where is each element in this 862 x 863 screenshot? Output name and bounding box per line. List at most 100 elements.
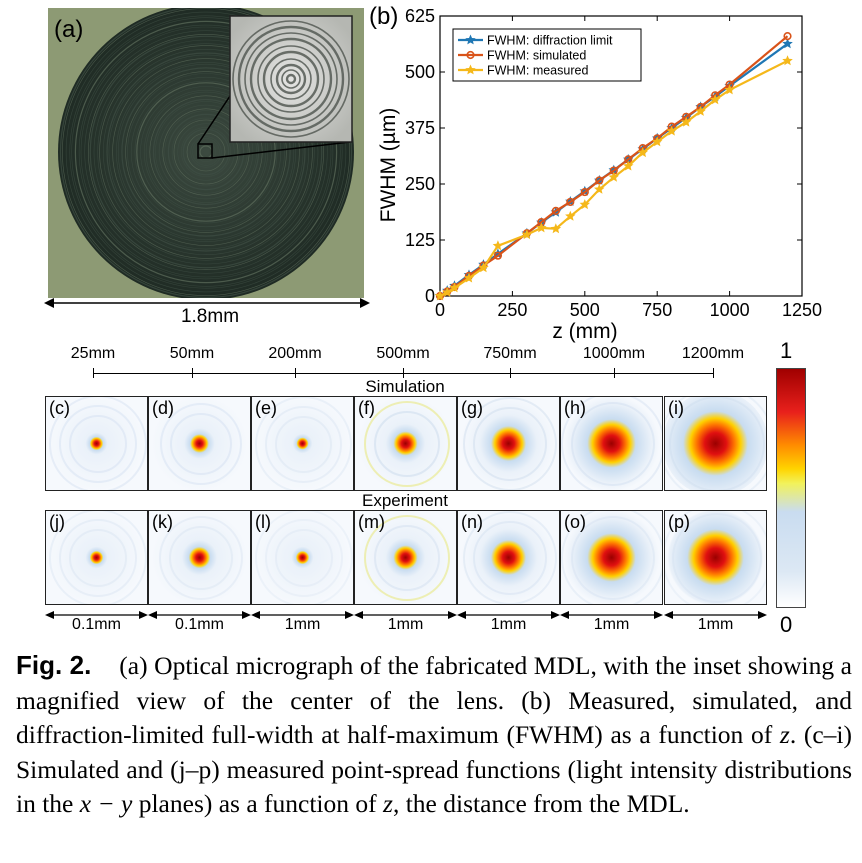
- data-point: [623, 160, 634, 171]
- lens-ring: [182, 128, 230, 176]
- psf-panel-n: (n): [457, 510, 560, 605]
- lens-ring: [84, 30, 328, 274]
- lens-ring: [78, 24, 334, 280]
- distance-label: 50mm: [169, 345, 215, 362]
- data-point: [465, 34, 476, 45]
- psf-ring: [462, 397, 557, 490]
- data-point: [637, 147, 648, 158]
- data-point: [680, 116, 692, 127]
- psf-ring: [48, 511, 147, 604]
- lens-ring: [171, 117, 241, 187]
- caption-text: (a) Optical micrograph of the fabricated…: [16, 651, 852, 749]
- psf-panel-label: (j): [49, 512, 65, 532]
- legend-entry: FWHM: simulated: [487, 49, 586, 63]
- lens-ring: [117, 63, 295, 241]
- psf-scale-arrow: [45, 611, 148, 619]
- chart-ylabel: FWHM (µm): [377, 108, 400, 223]
- y-tick-label: 375: [405, 118, 435, 138]
- lens-ring: [173, 119, 239, 185]
- data-point: [695, 105, 706, 116]
- lens-ring: [74, 20, 338, 284]
- data-point: [463, 272, 475, 283]
- micrograph-panel: (a): [48, 4, 364, 300]
- lens-ring: [108, 54, 304, 250]
- psf-ring: [48, 397, 147, 490]
- psf-panel-f: (f): [354, 396, 457, 491]
- series-star: [434, 55, 793, 301]
- chart-xlabel: z (mm): [552, 320, 617, 343]
- legend-entry: FWHM: diffraction limit: [487, 34, 613, 48]
- caption-z: z: [779, 720, 790, 749]
- data-point: [493, 251, 503, 260]
- lens-ring: [71, 17, 341, 287]
- scale-bar-a: [44, 298, 370, 308]
- psf-panel-label: (e): [255, 398, 277, 418]
- lens-ring: [167, 113, 245, 191]
- psf-panel-i: (i): [664, 396, 767, 491]
- psf-ring: [363, 401, 450, 487]
- psf-ring: [462, 511, 557, 604]
- lens-ring: [192, 138, 220, 166]
- lens-ring: [164, 110, 248, 194]
- caption-text-4: , the distance from the MDL.: [392, 789, 690, 818]
- lens-ring: [97, 43, 315, 261]
- psf-panel-g: (g): [457, 396, 560, 491]
- y-tick-label: 0: [425, 286, 435, 306]
- lens-ring: [103, 49, 309, 255]
- psf-scale-label: 0.1mm: [175, 616, 224, 633]
- legend-box: [452, 28, 642, 82]
- data-point: [565, 210, 576, 221]
- psf-panel-label: (n): [461, 512, 483, 532]
- simulation-title: Simulation: [365, 377, 445, 396]
- psf-panel-label: (k): [152, 512, 173, 532]
- distance-label: 1200mm: [681, 345, 745, 362]
- x-tick-label: 1250: [782, 300, 822, 320]
- psf-ring: [158, 516, 243, 600]
- distance-tick: [713, 368, 714, 378]
- lens-ring: [158, 104, 254, 200]
- lens-ring: [69, 15, 343, 289]
- lens-ring: [140, 86, 272, 218]
- experiment-title: Experiment: [362, 491, 448, 510]
- inset-ring: [244, 32, 338, 126]
- psf-panel-label: (c): [49, 398, 70, 418]
- data-point: [492, 240, 504, 251]
- psf-ring: [363, 515, 450, 601]
- inset-ring: [237, 25, 345, 133]
- data-point: [579, 199, 590, 210]
- psf-panel-m: (m): [354, 510, 457, 605]
- inset-ring: [275, 63, 307, 95]
- caption-fig-label: Fig. 2.: [16, 650, 92, 680]
- zoom-line-bottom: [211, 141, 351, 159]
- distance-tick: [192, 368, 193, 378]
- psf-panel-e: (e): [251, 396, 354, 491]
- chart-series: [434, 32, 793, 301]
- inset-image: [229, 15, 353, 143]
- lens-ring: [155, 101, 257, 203]
- psf-scale-arrow: [251, 611, 354, 619]
- inset-ring: [262, 50, 320, 108]
- caption-xy: x − y: [79, 789, 133, 818]
- inset-ring: [249, 37, 333, 121]
- psf-scale-bar: [45, 608, 148, 620]
- distance-tick: [93, 368, 94, 378]
- psf-scale-label: 1mm: [697, 616, 734, 633]
- psf-panel-l: (l): [251, 510, 354, 605]
- micrograph-image: [48, 4, 364, 300]
- inset-ring: [257, 45, 325, 113]
- inset-rings: [232, 20, 350, 138]
- psf-panel-label: (i): [668, 398, 684, 418]
- inset-ring: [270, 58, 312, 100]
- lens-ring: [162, 108, 250, 196]
- lens-ring: [89, 35, 323, 269]
- lens-ring: [106, 52, 306, 252]
- lens-ring: [80, 26, 332, 278]
- data-point: [550, 223, 562, 234]
- chart-axes: 0 250 500 750 1000 1250 0 125 250 375 500 625: [405, 6, 822, 320]
- psf-ring: [159, 403, 242, 485]
- x-tick-label: 250: [497, 300, 527, 320]
- psf-panel-label: (l): [255, 512, 271, 532]
- data-point: [442, 286, 453, 297]
- x-tick-label: 1000: [710, 300, 750, 320]
